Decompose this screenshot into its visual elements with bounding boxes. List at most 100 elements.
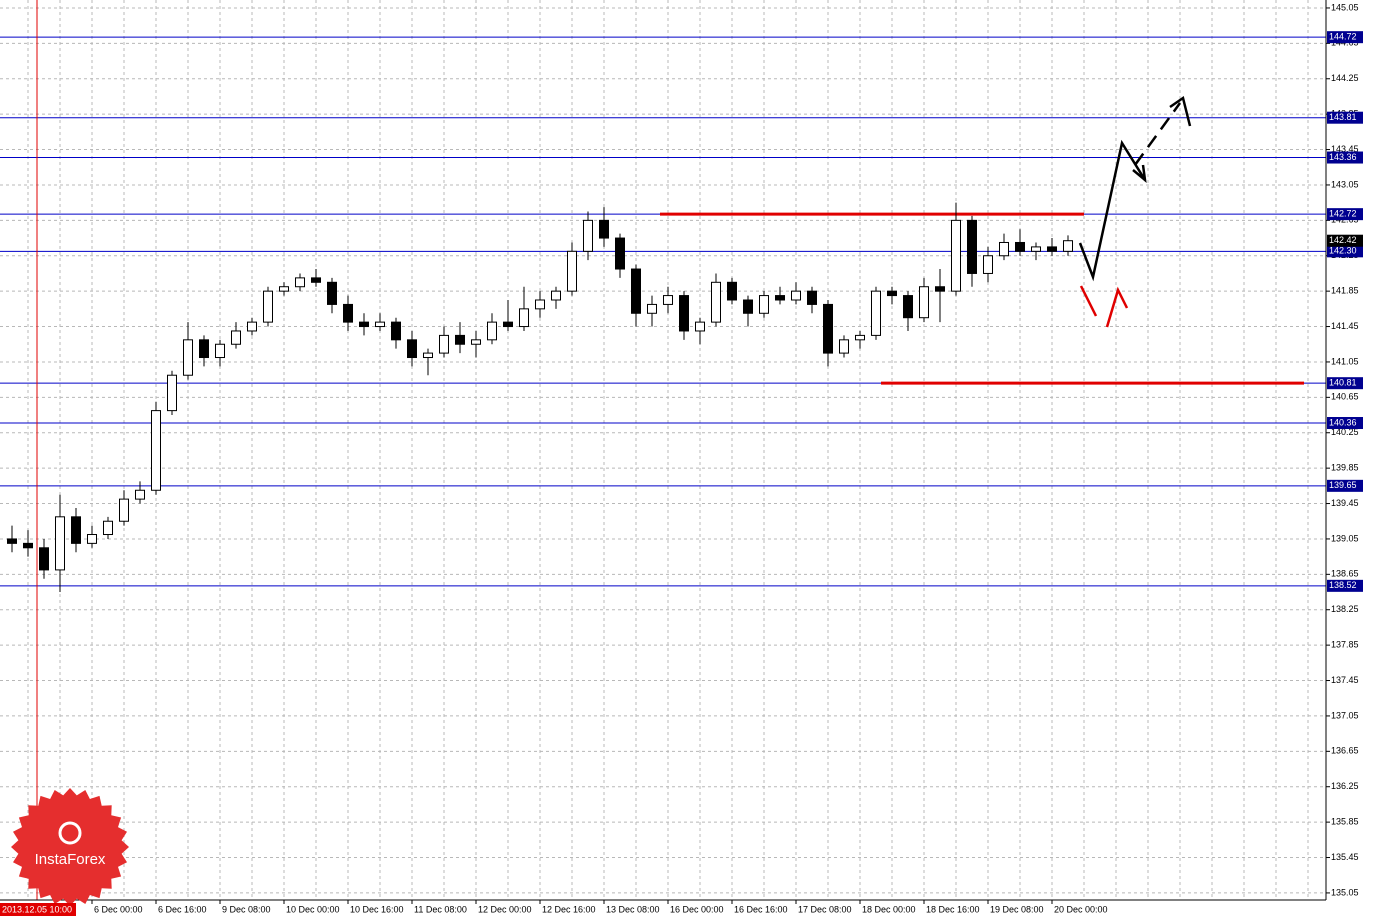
- candle-body: [839, 339, 849, 354]
- candle-body: [375, 321, 385, 328]
- candle-body: [55, 516, 65, 571]
- axis-labels: 145.05144.65144.25143.85143.45143.05142.…: [91, 2, 1363, 914]
- level-label: 140.81: [1329, 378, 1357, 388]
- level-label-box: [1327, 208, 1363, 221]
- x-tick-label: 16 Dec 16:00: [734, 904, 788, 914]
- candle-body: [231, 330, 241, 345]
- x-tick-label: 9 Dec 08:00: [222, 904, 271, 914]
- x-tick-label: 11 Dec 08:00: [414, 904, 467, 914]
- y-tick-label: 137.45: [1331, 675, 1359, 685]
- candle-body: [935, 286, 945, 292]
- candle-body: [1047, 246, 1057, 252]
- candle-body: [311, 277, 321, 283]
- y-tick-label: 135.05: [1331, 887, 1359, 897]
- candle-body: [871, 290, 881, 336]
- x-tick-label: 20 Dec 00:00: [1054, 904, 1108, 914]
- candle-body: [71, 516, 81, 544]
- candle-body: [1031, 246, 1041, 252]
- candle-body: [359, 321, 369, 328]
- forecast-main: [1078, 139, 1147, 282]
- candle-body: [807, 290, 817, 305]
- cursor-label: 2013.12.05 10:00: [2, 904, 72, 914]
- candle-body: [471, 339, 481, 345]
- candle-body: [167, 374, 177, 412]
- level-label: 143.81: [1329, 112, 1357, 122]
- candle-body: [503, 321, 513, 328]
- level-label: 142.30: [1329, 246, 1357, 256]
- candle-body: [1015, 241, 1025, 252]
- candle-body: [583, 219, 593, 252]
- candle-body: [967, 219, 977, 274]
- x-tick-label: 12 Dec 16:00: [542, 904, 596, 914]
- candle-body: [183, 339, 193, 376]
- level-label-box: [1327, 417, 1363, 430]
- y-tick-label: 140.65: [1331, 392, 1359, 402]
- y-tick-label: 141.45: [1331, 321, 1359, 331]
- arrow-head: [1169, 95, 1192, 127]
- level-label: 144.72: [1329, 32, 1357, 42]
- y-tick-label: 138.25: [1331, 604, 1359, 614]
- y-tick-label: 136.65: [1331, 746, 1359, 756]
- level-label: 138.52: [1329, 580, 1357, 590]
- level-label: 143.36: [1329, 152, 1357, 162]
- candle-body: [199, 339, 209, 359]
- candle-body: [615, 237, 625, 270]
- x-tick-label: 13 Dec 08:00: [606, 904, 660, 914]
- y-tick-label: 140.25: [1331, 427, 1359, 437]
- level-label: 140.36: [1329, 417, 1357, 427]
- candle-body: [423, 352, 433, 359]
- level-label-box: [1327, 479, 1363, 492]
- y-tick-label: 145.05: [1331, 2, 1359, 12]
- candle-body: [535, 299, 545, 310]
- x-tick-label: 6 Dec 16:00: [158, 904, 207, 914]
- candle-body: [951, 219, 961, 292]
- y-tick-label: 139.45: [1331, 498, 1359, 508]
- candle-body: [263, 290, 273, 323]
- x-tick-label: 18 Dec 16:00: [926, 904, 980, 914]
- level-label-box: [1327, 31, 1363, 44]
- candle-body: [855, 334, 865, 341]
- level-label: 142.72: [1329, 209, 1357, 219]
- candle-body: [87, 534, 97, 544]
- y-tick-label: 137.85: [1331, 640, 1359, 650]
- candle-body: [791, 290, 801, 301]
- candle-body: [919, 286, 929, 319]
- candle-body: [1063, 240, 1073, 252]
- candle-body: [983, 255, 993, 274]
- y-tick-label: 141.85: [1331, 286, 1359, 296]
- candle-body: [775, 295, 785, 301]
- candle-body: [439, 334, 449, 354]
- candle-body: [39, 547, 49, 571]
- logo: InstaForex: [11, 788, 129, 906]
- candle-body: [151, 410, 161, 491]
- level-label-box: [1327, 151, 1363, 164]
- y-tick-label: 138.65: [1331, 569, 1359, 579]
- candle-body: [695, 321, 705, 332]
- level-label-box: [1327, 111, 1363, 124]
- arrow-head: [1132, 164, 1147, 184]
- y-tick-label: 137.05: [1331, 710, 1359, 720]
- y-tick-label: 135.85: [1331, 816, 1359, 826]
- y-tick-label: 141.05: [1331, 356, 1359, 366]
- candle-body: [215, 343, 225, 359]
- candle-body: [759, 295, 769, 314]
- y-tick-label: 136.25: [1331, 781, 1359, 791]
- y-tick-label: 139.05: [1331, 533, 1359, 543]
- candle-body: [711, 281, 721, 323]
- candle-body: [327, 281, 337, 305]
- candle-body: [7, 538, 17, 544]
- candle-body: [103, 520, 113, 536]
- x-tick-label: 12 Dec 00:00: [478, 904, 532, 914]
- y-tick-label: 143.05: [1331, 179, 1359, 189]
- x-tick-label: 19 Dec 08:00: [990, 904, 1044, 914]
- candle-body: [743, 299, 753, 314]
- candle-body: [679, 295, 689, 332]
- candles: [7, 202, 1073, 593]
- candle-body: [279, 286, 289, 292]
- candle-body: [647, 303, 657, 314]
- logo-badge: [11, 788, 129, 906]
- candle-body: [999, 241, 1009, 257]
- forecast-rebound: [1105, 286, 1129, 328]
- forecast-down: [1079, 285, 1098, 317]
